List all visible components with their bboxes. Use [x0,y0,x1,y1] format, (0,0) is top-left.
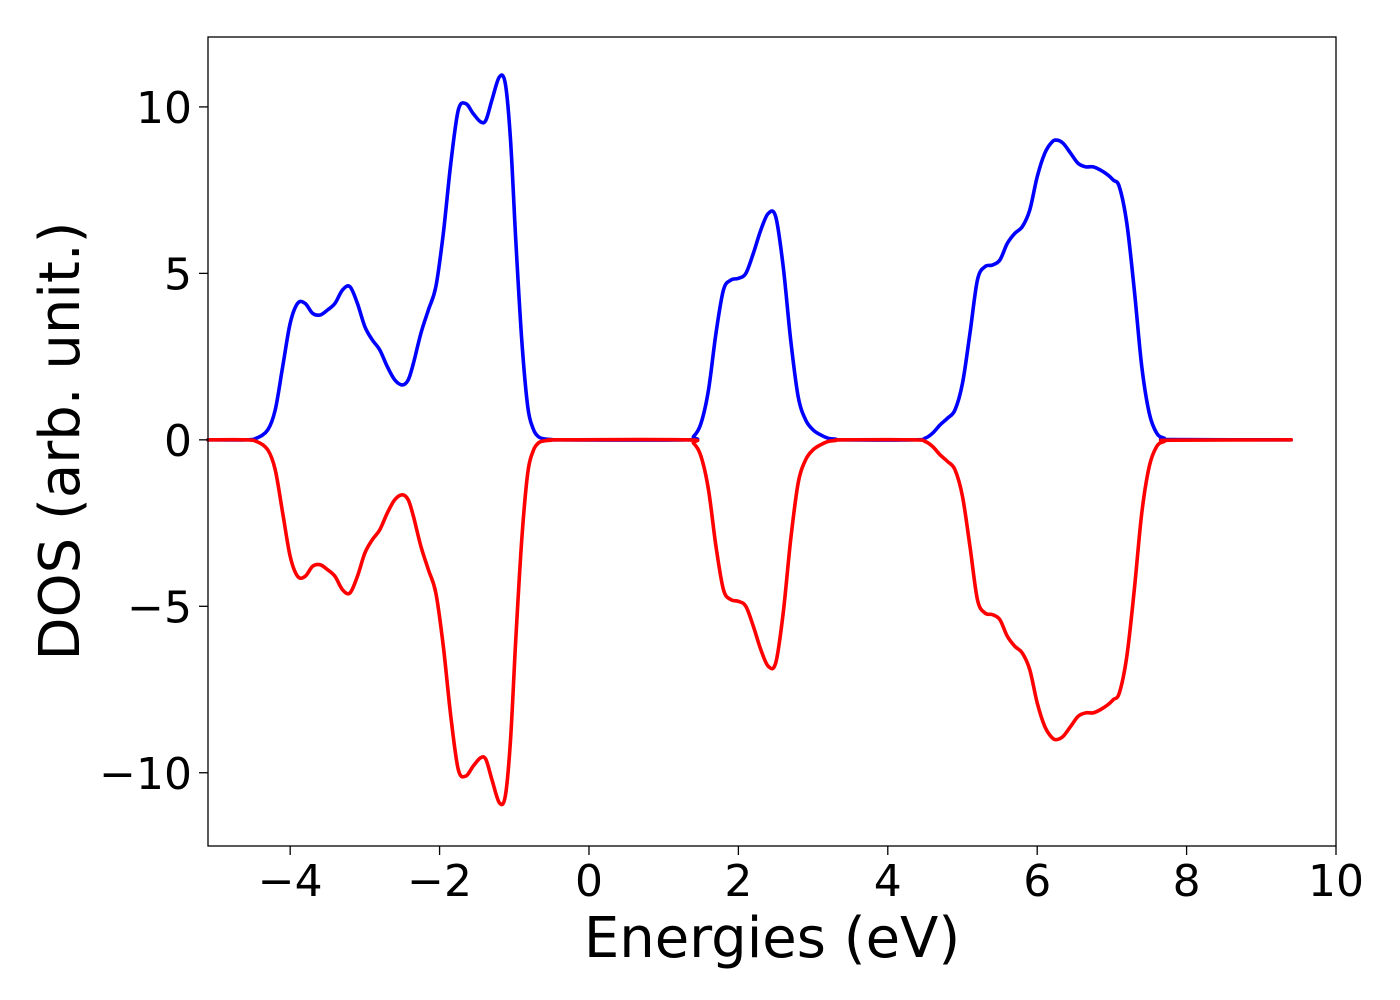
plot-lines [206,73,1293,807]
y-tick-label: 10 [136,83,192,134]
x-tick-label: 0 [575,856,603,907]
y-axis-label: DOS (arb. unit.) [28,221,93,660]
x-tick-label: −4 [258,856,323,907]
x-tick-label: 10 [1308,856,1364,907]
x-tick-label: 2 [724,856,752,907]
series-line-2 [206,437,1293,807]
x-tick-label: 6 [1023,856,1051,907]
x-tick-label: 4 [874,856,902,907]
y-tick-label: −5 [127,582,192,633]
x-tick-label: −2 [407,856,472,907]
y-tick-label: 5 [164,249,192,300]
y-axis-ticks: −10 −5 0 5 10 [99,83,208,800]
y-tick-label: −10 [99,749,192,800]
series-line-1 [206,73,1293,442]
x-axis-label: Energies (eV) [584,906,960,971]
plot-frame [207,36,1337,847]
x-tick-label: 8 [1173,856,1201,907]
x-axis-ticks: −4 −2 0 2 4 6 8 10 [258,846,1364,907]
y-tick-label: 0 [164,416,192,467]
